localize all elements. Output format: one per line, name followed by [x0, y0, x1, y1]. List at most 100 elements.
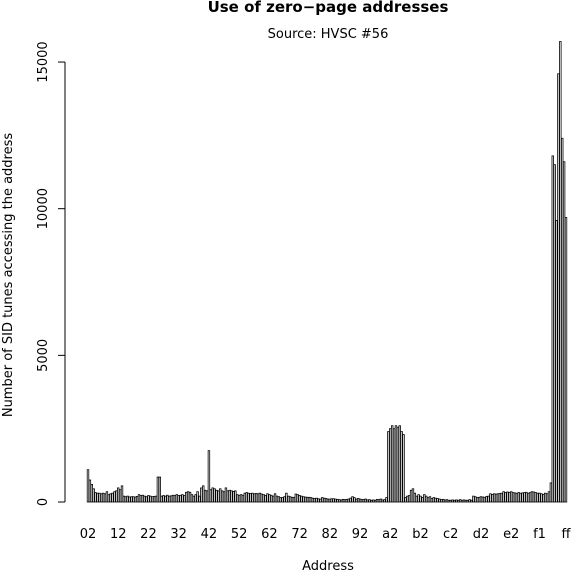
bar	[203, 489, 207, 503]
bar	[100, 493, 103, 503]
bar	[302, 496, 305, 503]
bar	[459, 499, 462, 503]
bar	[561, 137, 564, 503]
bar	[409, 489, 413, 503]
bar	[118, 489, 122, 503]
bar	[364, 498, 367, 503]
bar	[451, 499, 454, 503]
bar	[124, 496, 127, 503]
bar	[232, 491, 235, 503]
bar	[315, 497, 318, 503]
bar	[105, 491, 109, 503]
bar	[270, 494, 273, 503]
bar	[445, 499, 449, 503]
bar	[400, 431, 403, 503]
bar	[464, 499, 468, 503]
bar	[226, 490, 229, 503]
bar	[107, 494, 110, 503]
bar	[559, 41, 562, 503]
bar	[152, 496, 156, 503]
bar	[487, 495, 490, 503]
chart-subtitle: Source: HVSC #56	[268, 27, 389, 42]
bar	[372, 499, 375, 503]
bar	[502, 491, 505, 503]
bar	[151, 496, 154, 503]
bar	[339, 499, 343, 503]
bar	[468, 499, 471, 503]
bar	[407, 495, 411, 503]
bar	[517, 492, 520, 503]
bar	[494, 493, 498, 503]
bar	[421, 497, 424, 503]
bar	[338, 499, 341, 503]
bar	[266, 493, 269, 503]
bar	[141, 494, 144, 503]
bar	[288, 496, 292, 503]
bar	[470, 499, 473, 503]
bar	[496, 493, 500, 503]
bar	[230, 490, 233, 503]
bar	[474, 496, 477, 503]
bar	[358, 498, 362, 503]
y-tick-label: 0	[36, 498, 51, 506]
bar	[164, 495, 167, 503]
x-tick-label: 22	[140, 527, 157, 542]
bar	[341, 498, 345, 503]
x-tick-label: a2	[382, 527, 398, 542]
bar	[415, 495, 418, 503]
bar	[156, 476, 160, 503]
bar	[453, 499, 456, 503]
bar	[186, 491, 190, 503]
bar	[398, 425, 401, 503]
bar	[202, 485, 205, 503]
bar	[185, 491, 188, 503]
bar	[477, 496, 481, 503]
bar	[343, 499, 347, 503]
bar	[491, 493, 494, 503]
bar	[298, 495, 301, 503]
bar	[430, 498, 434, 503]
bar	[88, 479, 92, 503]
x-tick-label: 92	[352, 527, 369, 542]
bar	[258, 492, 262, 503]
bar	[355, 498, 358, 503]
bar	[181, 494, 184, 503]
bar	[521, 492, 524, 503]
x-tick-label: e2	[503, 527, 519, 542]
bar	[313, 498, 316, 503]
bar	[442, 498, 445, 503]
bar	[168, 495, 171, 503]
bar	[349, 497, 352, 503]
bar	[443, 499, 447, 503]
bar	[111, 492, 114, 503]
bar	[222, 491, 226, 503]
bar	[402, 434, 405, 503]
bar	[194, 494, 197, 503]
bar	[196, 491, 199, 503]
y-tick-label: 5000	[36, 339, 51, 372]
x-tick-label: 42	[201, 527, 218, 542]
bar	[455, 499, 458, 503]
bar	[417, 494, 420, 503]
x-axis-label: Address	[302, 559, 354, 574]
bar	[540, 493, 543, 503]
x-tick-label: b2	[412, 527, 429, 542]
bar	[542, 493, 545, 503]
bar	[423, 494, 426, 503]
bar	[294, 493, 298, 503]
bar	[207, 450, 211, 503]
bar	[171, 494, 175, 503]
bar	[360, 499, 364, 503]
x-tick-label: 12	[110, 527, 127, 542]
bar	[506, 491, 509, 503]
bar	[377, 499, 381, 503]
bar	[217, 490, 220, 503]
bar	[425, 495, 428, 503]
bar	[549, 482, 553, 503]
bar	[264, 495, 267, 503]
bar	[330, 498, 333, 503]
bar	[305, 496, 309, 503]
bar	[438, 498, 441, 503]
bar	[224, 487, 228, 503]
bar	[109, 493, 112, 503]
